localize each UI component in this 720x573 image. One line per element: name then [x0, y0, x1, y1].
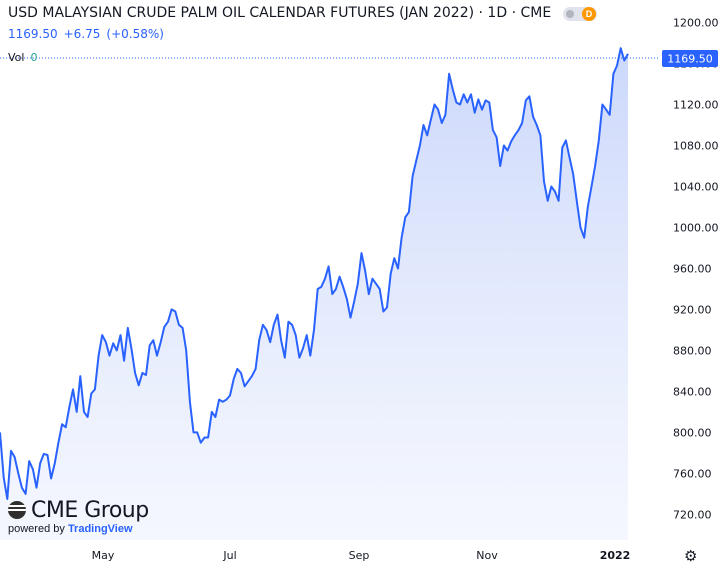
y-tick-label: 960.00	[673, 263, 712, 276]
y-tick-label: 880.00	[673, 344, 712, 357]
y-tick-label: 1040.00	[673, 181, 719, 194]
last-price: 1169.50	[8, 27, 58, 41]
quote-line: 1169.50 +6.75 (+0.58%)	[8, 27, 170, 41]
y-tick-label: 1080.00	[673, 140, 719, 153]
last-price-box	[662, 50, 718, 67]
y-tick-label: 920.00	[673, 303, 712, 316]
x-tick-label: May	[92, 549, 115, 562]
price-change-pct: (+0.58%)	[106, 27, 164, 41]
volume-value: 0	[30, 51, 38, 64]
last-price-label: 1169.50	[667, 53, 713, 66]
y-axis: 720.00 760.00 800.00 840.00 880.00 920.00 960.…	[673, 17, 719, 522]
y-tick-label: 1200.00	[673, 17, 719, 30]
y-tick-label: 720.00	[673, 508, 712, 521]
chart-title: USD MALAYSIAN CRUDE PALM OIL CALENDAR FU…	[8, 5, 552, 21]
powered-by-label: powered by	[8, 523, 65, 535]
brand-name: CME Group	[31, 498, 149, 523]
y-tick-label: 1000.00	[673, 222, 719, 235]
x-tick-label: 2022	[600, 549, 631, 562]
y-tick-label: 840.00	[673, 385, 712, 398]
market-status-toggle[interactable]: D	[563, 7, 597, 21]
delayed-badge: D	[582, 7, 596, 21]
x-axis: May Jul Sep Nov 2022	[92, 549, 631, 562]
y-tick-label: 1120.00	[673, 99, 719, 112]
price-area-fill	[0, 48, 628, 540]
status-dot-icon	[566, 10, 574, 18]
price-change: +6.75	[63, 27, 101, 41]
branding: CME Group powered by TradingView	[8, 498, 149, 535]
x-tick-label: Sep	[349, 549, 370, 562]
gear-icon[interactable]: ⚙	[684, 548, 698, 565]
tradingview-link[interactable]: TradingView	[67, 523, 133, 535]
volume-label: Vol	[8, 51, 25, 64]
y-tick-label: 760.00	[673, 467, 712, 480]
y-tick-label: 800.00	[673, 426, 712, 439]
x-tick-label: Jul	[222, 549, 236, 562]
volume-legend: Vol 0	[8, 51, 37, 64]
price-line	[0, 47, 629, 500]
cme-logo-icon	[8, 501, 26, 519]
x-tick-label: Nov	[476, 549, 498, 562]
